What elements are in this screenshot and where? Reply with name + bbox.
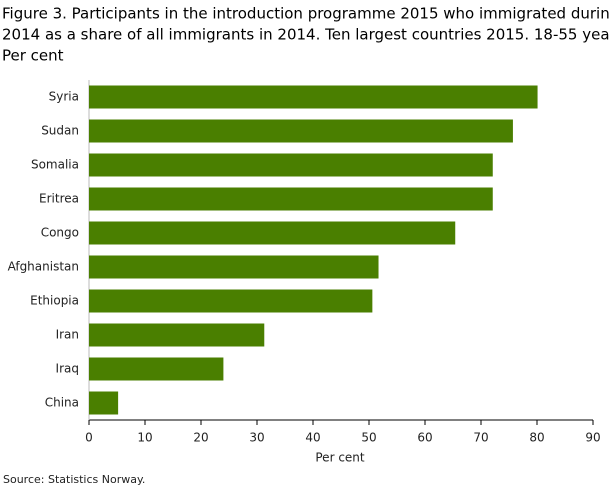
bar [89,323,265,347]
bar [89,221,456,245]
y-tick-label: Iraq [56,362,79,376]
bar [89,391,119,415]
x-tick-label: 10 [137,431,152,445]
x-tick-label: 0 [85,431,93,445]
bar [89,187,493,211]
x-tick-label: 60 [417,431,432,445]
bar [89,119,513,143]
x-tick-label: 30 [249,431,264,445]
x-tick-label: 90 [585,431,600,445]
bar [89,153,493,177]
bar [89,255,379,279]
x-tick-label: 50 [361,431,376,445]
y-tick-label: Afghanistan [8,260,79,274]
chart-title: 2014 as a share of all immigrants in 201… [2,26,609,44]
y-tick-label: Sudan [41,124,79,138]
x-tick-label: 20 [193,431,208,445]
chart-title: Per cent [2,47,64,65]
bar [89,357,224,381]
y-tick-label: Eritrea [39,192,79,206]
x-tick-label: 80 [529,431,544,445]
bar [89,289,373,313]
y-tick-label: Ethiopia [30,294,79,308]
x-tick-label: 70 [473,431,488,445]
chart-title: Figure 3. Participants in the introducti… [2,5,609,23]
y-tick-label: Somalia [31,158,79,172]
source: Source: Statistics Norway. [3,473,145,486]
y-tick-label: Congo [41,226,79,240]
bar [89,85,538,109]
y-tick-label: Iran [56,328,79,342]
y-tick-label: China [45,396,79,410]
y-tick-label: Syria [49,90,79,104]
x-axis-label: Per cent [315,451,365,465]
x-tick-label: 40 [305,431,320,445]
